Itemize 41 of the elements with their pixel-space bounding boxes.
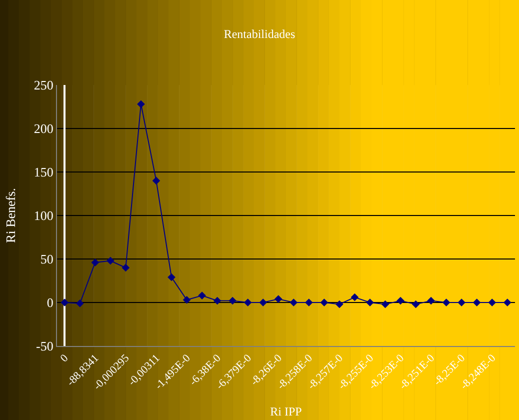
point: [228, 296, 236, 305]
point: [198, 292, 206, 300]
point: [381, 300, 390, 308]
y-tick-label: 0: [46, 295, 54, 310]
point: [213, 296, 222, 305]
point: [76, 299, 84, 308]
point: [259, 298, 267, 306]
point: [320, 298, 328, 306]
point: [396, 296, 404, 305]
point: [106, 256, 114, 265]
point: [350, 293, 359, 302]
point: [122, 264, 130, 272]
point: [442, 298, 450, 306]
y-axis-title: Ri Benefs.: [2, 188, 18, 243]
y-tick-label: 250: [34, 78, 54, 93]
y-tick-label: -50: [36, 338, 54, 354]
point: [366, 298, 374, 306]
point: [503, 298, 512, 306]
x-tick-label: 0: [58, 352, 71, 365]
point: [152, 176, 160, 185]
point: [305, 298, 313, 306]
point: [274, 295, 282, 303]
point: [336, 300, 344, 308]
point: [427, 296, 435, 305]
point: [290, 298, 298, 306]
point: [472, 298, 481, 306]
y-tick-label: 200: [34, 121, 54, 136]
point: [182, 296, 191, 304]
point: [91, 258, 100, 266]
point: [168, 273, 176, 282]
point: [137, 100, 145, 108]
y-tick-label: 100: [34, 208, 54, 224]
point: [488, 298, 496, 306]
x-axis-title: Ri IPP: [270, 404, 302, 418]
y-tick-label: 150: [34, 164, 54, 180]
point: [60, 298, 69, 306]
point: [244, 298, 252, 306]
y-tick-label: 50: [40, 252, 54, 267]
point: [412, 300, 420, 308]
point: [458, 298, 466, 306]
chart-title: Rentabilidades: [224, 26, 296, 41]
